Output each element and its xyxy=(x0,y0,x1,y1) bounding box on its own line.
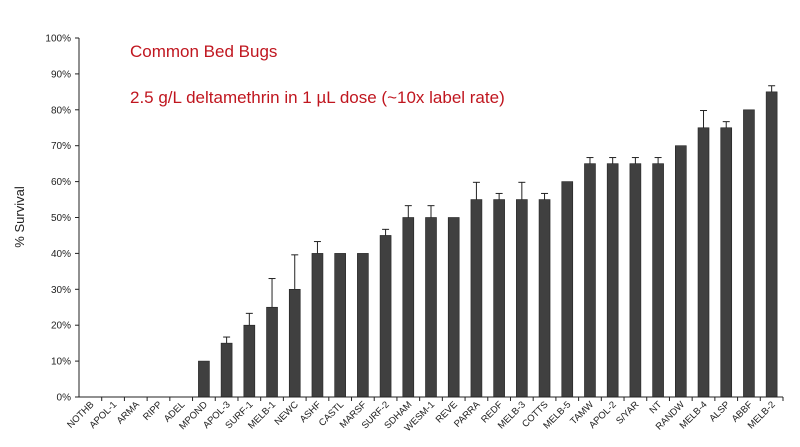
x-tick-label: S/YAR xyxy=(614,399,642,427)
chart-title: Common Bed Bugs xyxy=(130,42,277,61)
y-tick-label: 100% xyxy=(45,34,71,45)
bar xyxy=(243,324,256,398)
y-tick-label: 40% xyxy=(51,249,71,260)
x-tick-label: ARMA xyxy=(115,399,143,427)
bar xyxy=(425,217,437,398)
y-tick-label: 90% xyxy=(51,69,71,80)
bar xyxy=(538,199,551,398)
bar xyxy=(516,199,528,398)
bar xyxy=(629,163,642,398)
y-axis-ticks: 0% 10% 20% 30% 40% 50% 60% 70% 80% 90% 100% xyxy=(45,34,79,404)
y-tick-label: 70% xyxy=(51,141,71,152)
bar xyxy=(697,127,710,398)
bar xyxy=(334,253,346,398)
y-tick-label: 20% xyxy=(51,321,71,332)
bar xyxy=(220,342,233,398)
bar xyxy=(447,217,460,398)
bar xyxy=(470,199,483,398)
error-bars xyxy=(223,85,776,344)
bar xyxy=(357,253,369,398)
bar xyxy=(561,181,574,398)
bar xyxy=(584,163,596,398)
bar xyxy=(652,163,664,398)
chart-subtitle: 2.5 g/L deltamethrin in 1 µL dose (~10x … xyxy=(130,88,505,107)
y-tick-label: 10% xyxy=(51,357,71,368)
x-tick-label: RIPP xyxy=(141,399,164,422)
bar xyxy=(675,145,687,398)
bars xyxy=(198,91,778,398)
x-tick-label: NEWC xyxy=(273,399,301,427)
bar xyxy=(765,91,778,398)
bar xyxy=(379,235,392,398)
y-axis-label: % Survival xyxy=(12,186,27,248)
y-tick-label: 80% xyxy=(51,105,71,116)
y-tick-label: 50% xyxy=(51,213,71,224)
bar xyxy=(493,199,505,398)
bar xyxy=(288,288,301,398)
bar xyxy=(266,306,278,398)
x-tick-label: PARRA xyxy=(452,399,483,430)
bar xyxy=(743,109,755,398)
x-tick-label: NT xyxy=(647,399,664,416)
bar xyxy=(606,163,619,398)
bar xyxy=(198,360,210,398)
bar xyxy=(402,217,415,398)
y-tick-label: 30% xyxy=(51,285,71,296)
y-tick-label: 0% xyxy=(57,393,72,404)
x-tick-label: ALSP xyxy=(707,399,732,424)
y-tick-label: 60% xyxy=(51,177,71,188)
bar xyxy=(311,253,324,398)
bar xyxy=(720,127,733,398)
